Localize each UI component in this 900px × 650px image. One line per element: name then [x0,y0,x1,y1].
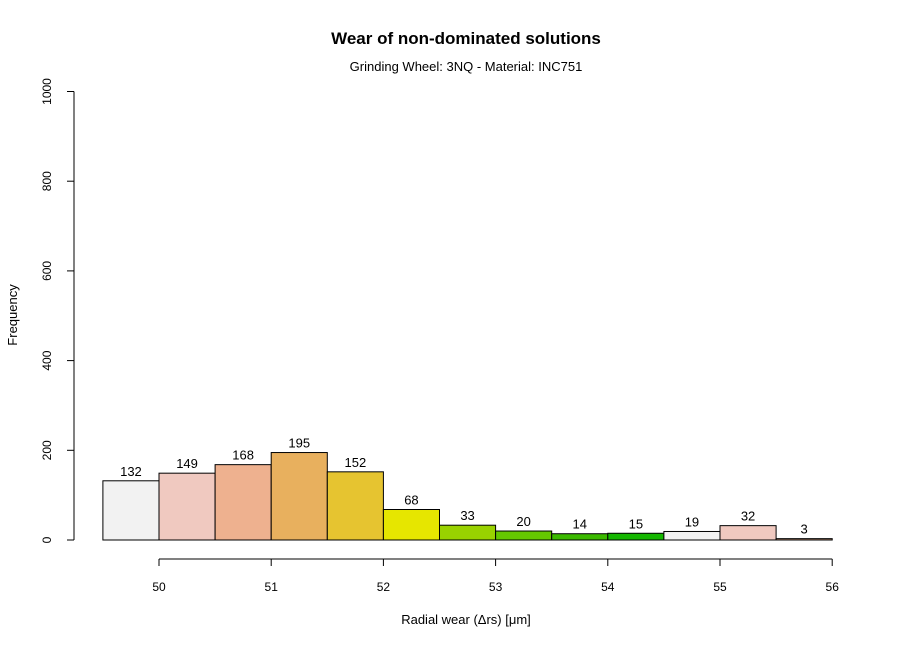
histogram-bar [551,533,609,541]
bar-value-label: 132 [120,464,142,479]
bar-value-label: 149 [176,456,198,471]
chart-subtitle: Grinding Wheel: 3NQ - Material: INC751 [350,59,583,74]
y-tick-label: 1000 [40,78,54,105]
bar-value-label: 32 [741,509,755,524]
bar-value-label: 152 [344,455,366,470]
bar-value-label: 15 [629,516,643,531]
histogram-bar [607,532,665,541]
x-tick-label: 53 [489,580,503,594]
histogram-bar [214,464,272,541]
y-tick-label: 0 [40,536,54,543]
histogram-bar [382,509,440,541]
bar-value-label: 195 [288,436,310,451]
histogram-bar [270,452,328,541]
bar-value-label: 168 [232,448,254,463]
bar-value-label: 3 [801,522,808,537]
y-axis-label: Frequency [5,284,20,346]
y-tick-label: 600 [40,261,54,281]
bar-value-label: 20 [516,514,530,529]
bar-value-label: 68 [404,493,418,508]
histogram-bar [326,471,384,541]
x-tick-label: 55 [713,580,727,594]
bars-group [102,452,833,541]
bar-labels-group: 132 149 168 195 152 68 33 20 14 15 19 32 3 [120,436,808,537]
y-tick-label: 400 [40,350,54,370]
y-axis: 0 200 400 600 800 1000 [40,78,75,543]
histogram-bar [663,530,721,541]
x-axis-label: Radial wear (Δrs) [μm] [401,612,531,627]
x-tick-label: 52 [377,580,391,594]
histogram-bar [102,480,160,541]
bar-value-label: 33 [460,508,474,523]
x-tick-label: 51 [265,580,279,594]
x-tick-label: 50 [152,580,166,594]
bar-value-label: 19 [685,514,699,529]
bar-value-label: 14 [573,517,587,532]
histogram-bar [775,538,833,541]
histogram-bar [158,472,216,541]
x-tick-label: 56 [826,580,840,594]
x-tick-label: 54 [601,580,615,594]
histogram-bar [439,524,497,541]
y-tick-label: 800 [40,171,54,191]
y-tick-label: 200 [40,440,54,460]
chart-title: Wear of non-dominated solutions [331,29,601,48]
histogram-bar [495,530,553,541]
x-axis: 50 51 52 53 54 55 56 [152,558,840,594]
histogram-bar [719,525,777,541]
